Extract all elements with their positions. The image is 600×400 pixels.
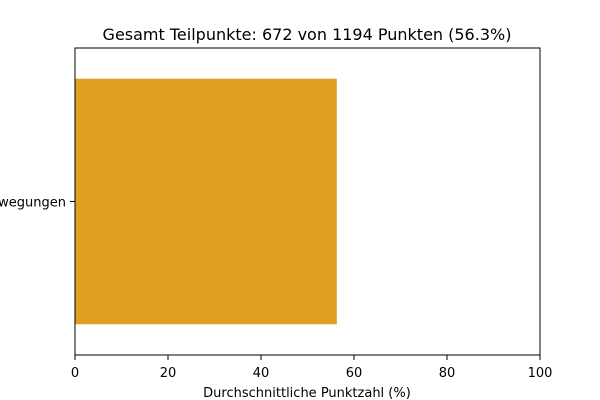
chart-title: Gesamt Teilpunkte: 672 von 1194 Punkten … [103, 25, 512, 44]
bar-bewegungen [75, 78, 337, 325]
x-tick-label: 40 [253, 366, 270, 381]
y-tick-label: Bewegungen [0, 196, 66, 211]
plot-area [75, 78, 337, 325]
x-tick-label: 100 [528, 366, 553, 381]
x-axis-label: Durchschnittliche Punktzahl (%) [203, 386, 411, 400]
x-axis-ticks: 0 20 40 60 80 100 [71, 355, 553, 381]
x-tick-label: 60 [346, 366, 363, 381]
x-tick-label: 20 [160, 366, 177, 381]
y-axis-ticks: Bewegungen [0, 196, 75, 211]
x-tick-label: 0 [71, 366, 79, 381]
x-tick-label: 80 [439, 366, 456, 381]
